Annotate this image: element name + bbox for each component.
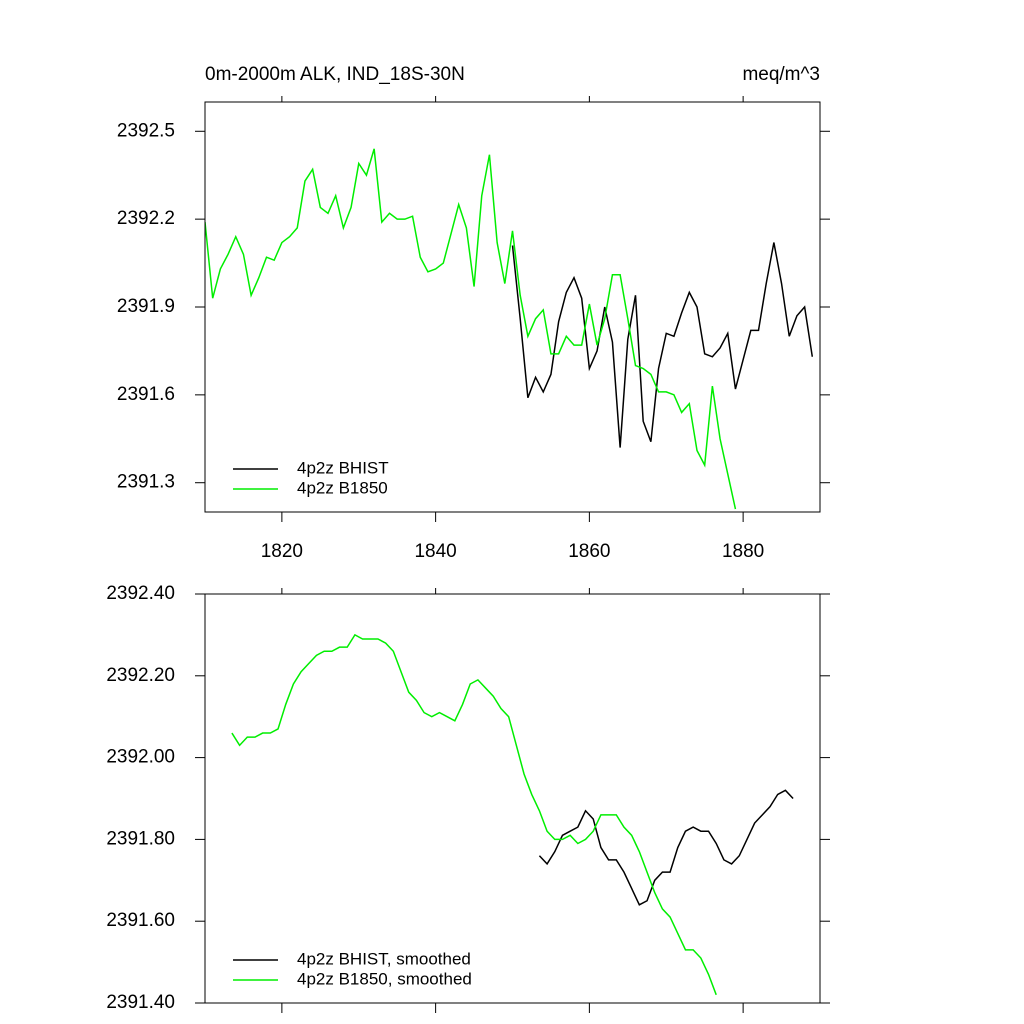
legend-label: 4p2z B1850, smoothed: [297, 969, 472, 988]
y-tick-label: 2392.40: [106, 583, 175, 604]
plot-frame: [204, 593, 821, 1004]
data-line: [205, 148, 737, 510]
legend-label: 4p2z B1850: [297, 478, 388, 497]
y-tick-label: 2391.60: [106, 910, 175, 931]
x-tick-label: 1840: [414, 541, 456, 562]
y-tick-label: 2392.00: [106, 747, 175, 768]
x-tick-label: 1880: [722, 541, 764, 562]
y-tick-label: 2391.40: [106, 992, 175, 1013]
units-label: meq/m^3: [742, 64, 820, 85]
x-tick-label: 1860: [568, 541, 610, 562]
data-line: [511, 242, 814, 448]
y-tick-label: 2391.6: [117, 384, 175, 405]
y-tick-label: 2391.3: [117, 472, 175, 493]
data-line: [538, 789, 794, 906]
y-tick-label: 2391.9: [117, 296, 175, 317]
y-tick-label: 2391.80: [106, 828, 175, 849]
y-tick-label: 2392.5: [117, 120, 175, 141]
plot-frame: [204, 101, 821, 513]
data-line: [231, 633, 717, 996]
y-tick-label: 2392.2: [117, 208, 175, 229]
chart-title: 0m-2000m ALK, IND_18S-30N: [205, 64, 465, 85]
y-tick-label: 2392.20: [106, 665, 175, 686]
legend-label: 4p2z BHIST: [297, 458, 389, 477]
x-tick-label: 1820: [261, 541, 303, 562]
legend-label: 4p2z BHIST, smoothed: [297, 949, 471, 968]
